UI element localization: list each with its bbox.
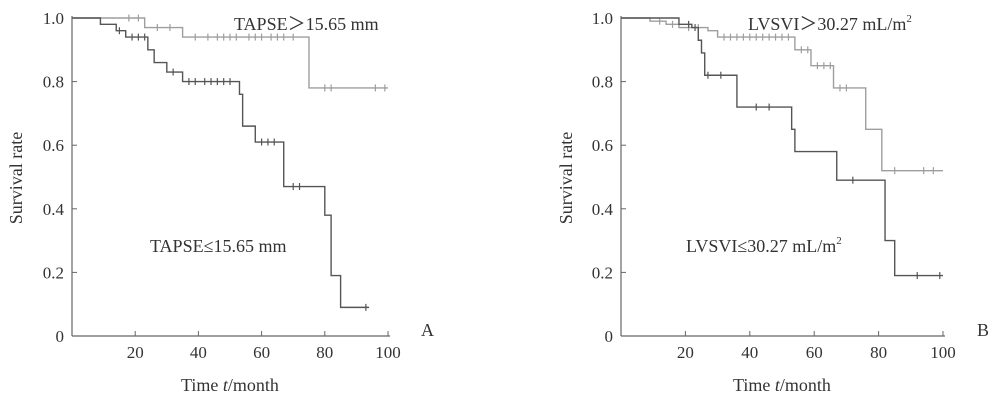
panel-b-series-1-line bbox=[621, 17, 943, 172]
panel-b-letter: B bbox=[977, 320, 989, 340]
panel-a-x-tick-label: 40 bbox=[190, 343, 207, 362]
panel-b-x-axis-title: Time t/month bbox=[733, 375, 831, 395]
panel-b-annotation-high: LVSVI＞30.27 mL/m2 bbox=[748, 13, 912, 34]
panel-a-y-tick-label: 0 bbox=[56, 327, 65, 346]
panel-b-y-tick-label: 0 bbox=[605, 327, 614, 346]
panel-b-y-tick-label: 0.6 bbox=[592, 136, 613, 155]
panel-a-x-axis-title: Time t/month bbox=[181, 375, 279, 395]
panel-b-y-tick-label: 0.4 bbox=[592, 200, 614, 219]
panel-b-y-axis-title: Survival rate bbox=[556, 132, 576, 224]
panel-b-y-tick-label: 0.8 bbox=[592, 73, 613, 92]
panel-b-x-tick-label: 80 bbox=[870, 343, 887, 362]
panel-a-chart: Survival rate Time t/month TAPSE＞15.65 m… bbox=[6, 9, 434, 395]
panel-a-series-1-line bbox=[72, 17, 388, 89]
panel-a-y-tick-label: 0.2 bbox=[43, 263, 64, 282]
panel-a-series-2-line bbox=[72, 17, 370, 309]
panel-a-x-tick-label: 80 bbox=[316, 343, 333, 362]
panel-b-x-tick-label: 60 bbox=[806, 343, 823, 362]
panel-b-series-2-line bbox=[621, 17, 943, 277]
panel-a-annotation-low: TAPSE≤15.65 mm bbox=[150, 236, 286, 256]
panel-a-x-tick-label: 100 bbox=[375, 343, 401, 362]
panel-a-y-tick-label: 0.6 bbox=[43, 136, 64, 155]
panel-b-chart: Survival rate Time t/month LVSVI＞30.27 m… bbox=[556, 9, 989, 395]
panel-b-y-tick-label: 1.0 bbox=[592, 9, 613, 28]
panel-a-letter: A bbox=[421, 320, 434, 340]
panel-b-annotation-low: LVSVI≤30.27 mL/m2 bbox=[686, 235, 842, 256]
panel-a-y-tick-label: 0.8 bbox=[43, 73, 64, 92]
panel-b-x-tick-label: 40 bbox=[741, 343, 758, 362]
panel-a-y-tick-label: 0.4 bbox=[43, 200, 65, 219]
panel-a-y-tick-label: 1.0 bbox=[43, 9, 64, 28]
panel-a-x-tick-label: 60 bbox=[253, 343, 270, 362]
panel-a-x-tick-label: 20 bbox=[127, 343, 144, 362]
panel-b-y-tick-label: 0.2 bbox=[592, 263, 613, 282]
panel-b-x-tick-label: 20 bbox=[677, 343, 694, 362]
panel-a-y-axis-title: Survival rate bbox=[6, 132, 26, 224]
panel-a-annotation-high: TAPSE＞15.65 mm bbox=[234, 14, 379, 34]
panel-b-x-tick-label: 100 bbox=[930, 343, 956, 362]
